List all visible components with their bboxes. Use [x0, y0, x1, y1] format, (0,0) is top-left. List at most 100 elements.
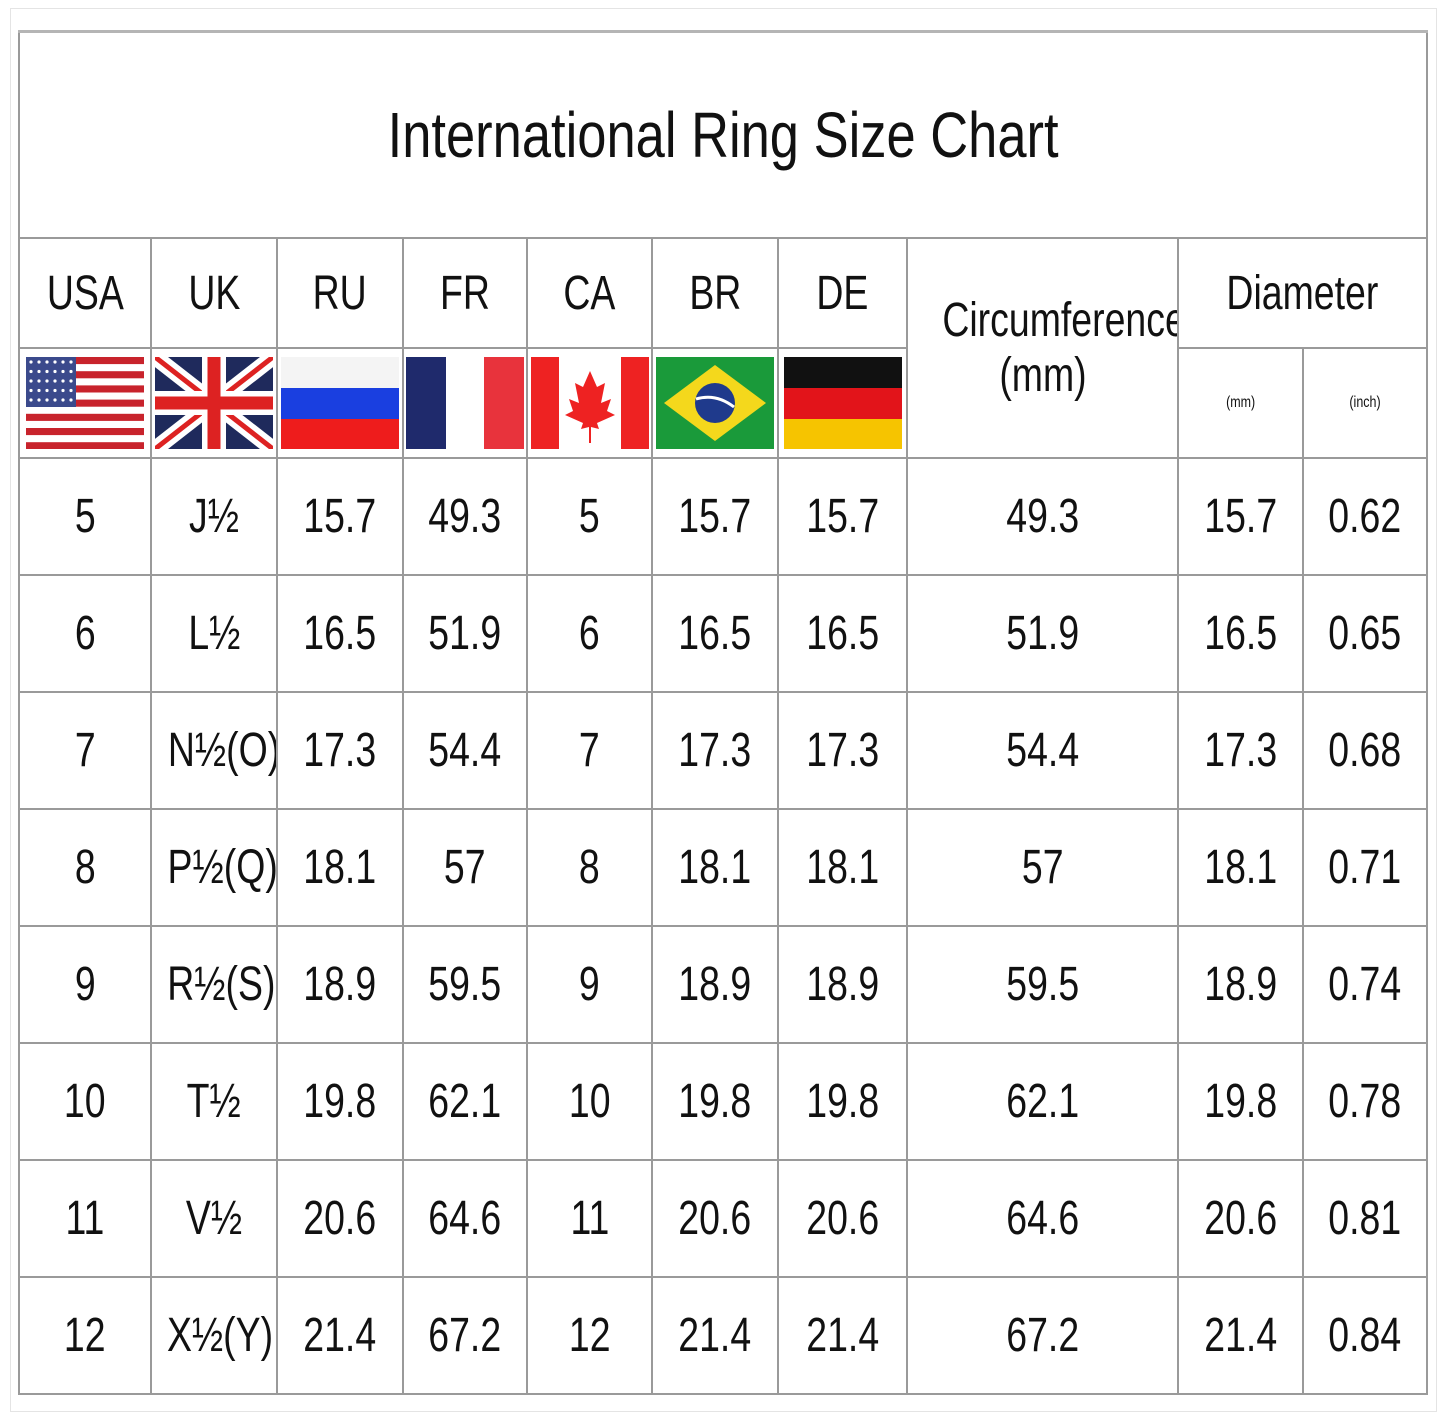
table-cell: 19.8 [651, 1042, 779, 1161]
cell-value: 9 [74, 958, 96, 1011]
cell-value: 15.7 [1204, 490, 1277, 543]
column-header-label: DE [816, 266, 869, 320]
table-cell: 0.65 [1301, 574, 1429, 693]
flag-cell [402, 347, 528, 459]
cell-value: 18.1 [303, 841, 377, 894]
diameter-header: Diameter [1176, 237, 1429, 349]
cell-value: 18.1 [1204, 841, 1277, 894]
flag-row: (mm) (inch) [18, 347, 1429, 459]
flag-cell [651, 347, 779, 459]
cell-value: 20.6 [806, 1192, 879, 1245]
cell-value: 16.5 [303, 607, 377, 660]
cell-value: 10 [568, 1075, 611, 1128]
diameter-unit: (inch) [1349, 394, 1381, 411]
table-cell: 16.5 [1177, 574, 1304, 693]
cell-value: N½(O) [167, 724, 277, 777]
table-cell: 15.7 [651, 457, 779, 576]
us-flag-icon [26, 357, 144, 449]
table-cell: R½(S) [150, 925, 278, 1044]
uk-flag-icon [155, 357, 273, 449]
table-cell: 21.4 [276, 1276, 404, 1395]
cell-value: 6 [579, 607, 600, 660]
table-cell: 0.68 [1301, 691, 1429, 810]
table-cell: 9 [18, 925, 152, 1044]
germany-flag-icon [783, 357, 902, 449]
table-cell: 20.6 [1177, 1159, 1304, 1278]
table-cell: 21.4 [1177, 1276, 1304, 1395]
table-cell: L½ [150, 574, 278, 693]
flag-cell [526, 347, 653, 459]
table-cell: 59.5 [402, 925, 528, 1044]
table-cell: 18.9 [777, 925, 908, 1044]
table-cell: 57 [906, 808, 1179, 927]
cell-value: 49.3 [1006, 490, 1079, 543]
cell-value: 54.4 [428, 724, 502, 777]
cell-value: 62.1 [1006, 1075, 1079, 1128]
table-cell: 8 [526, 808, 653, 927]
circumference-header: Circumference (mm) [906, 237, 1179, 459]
table-cell: 54.4 [402, 691, 528, 810]
cell-value: 15.7 [303, 490, 377, 543]
cell-value: 64.6 [428, 1192, 502, 1245]
flag-cell [150, 347, 278, 459]
table-cell: 62.1 [906, 1042, 1179, 1161]
table-cell: 0.74 [1301, 925, 1429, 1044]
diameter-subheader: (mm) [1177, 347, 1304, 459]
table-cell: 18.1 [276, 808, 404, 927]
table-cell: 18.9 [1177, 925, 1304, 1044]
table-cell: 7 [18, 691, 152, 810]
cell-value: 20.6 [678, 1192, 752, 1245]
cell-value: 11 [65, 1192, 105, 1245]
column-header-label: UK [187, 266, 241, 320]
column-header-uk: UK [150, 237, 278, 349]
cell-value: L½ [187, 607, 241, 660]
canada-flag-icon [530, 357, 649, 449]
cell-value: R½(S) [167, 958, 276, 1011]
cell-value: 51.9 [1006, 607, 1079, 660]
cell-value: 8 [579, 841, 600, 894]
table-cell: 17.3 [651, 691, 779, 810]
cell-value: 0.71 [1328, 841, 1402, 894]
table-cell: 18.1 [651, 808, 779, 927]
table-cell: 19.8 [777, 1042, 908, 1161]
cell-value: 12 [568, 1309, 611, 1362]
cell-value: J½ [189, 490, 239, 543]
table-cell: 67.2 [402, 1276, 528, 1395]
cell-value: 18.9 [1204, 958, 1277, 1011]
flag-cell [18, 347, 152, 459]
table-cell: 62.1 [402, 1042, 528, 1161]
table-cell: 16.5 [276, 574, 404, 693]
cell-value: 19.8 [1204, 1075, 1277, 1128]
cell-value: 62.1 [428, 1075, 502, 1128]
table-cell: 16.5 [777, 574, 908, 693]
table-cell: 0.81 [1301, 1159, 1429, 1278]
table-cell: 7 [526, 691, 653, 810]
cell-value: 17.3 [303, 724, 377, 777]
cell-value: 54.4 [1006, 724, 1079, 777]
cell-value: 21.4 [1204, 1309, 1277, 1362]
cell-value: 67.2 [1006, 1309, 1079, 1362]
russia-flag-icon [281, 357, 399, 449]
table-cell: 9 [526, 925, 653, 1044]
column-header-fr: FR [402, 237, 528, 349]
table-cell: 19.8 [276, 1042, 404, 1161]
diameter-label: Diameter [1226, 266, 1379, 320]
column-header-br: BR [651, 237, 779, 349]
cell-value: 17.3 [806, 724, 879, 777]
ring-size-table: International Ring Size Chart USA UK RU FR C… [17, 30, 1429, 1395]
france-flag-icon [406, 357, 524, 449]
table-cell: 15.7 [276, 457, 404, 576]
table-cell: 64.6 [402, 1159, 528, 1278]
cell-value: 0.74 [1328, 958, 1402, 1011]
cell-value: 6 [74, 607, 96, 660]
cell-value: T½ [186, 1075, 242, 1128]
table-cell: 64.6 [906, 1159, 1179, 1278]
cell-value: 0.62 [1328, 490, 1402, 543]
table-cell: N½(O) [150, 691, 278, 810]
circumference-label: Circumference [942, 294, 1178, 347]
cell-value: 5 [579, 490, 600, 543]
diameter-subheader: (inch) [1301, 347, 1429, 459]
cell-value: 19.8 [806, 1075, 879, 1128]
table-cell: 59.5 [906, 925, 1179, 1044]
cell-value: 59.5 [1006, 958, 1079, 1011]
